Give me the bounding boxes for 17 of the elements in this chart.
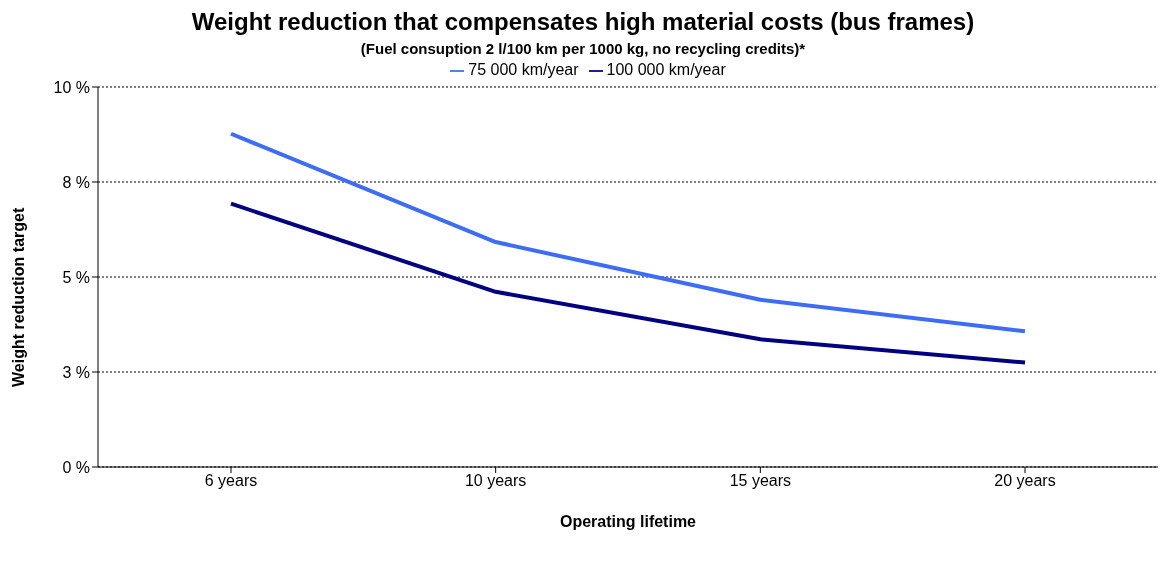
x-axis-title: Operating lifetime: [559, 513, 697, 530]
x-tick-label: 20 years: [994, 472, 1056, 490]
x-tick-label: 10 years: [464, 472, 527, 490]
chart-title: Weight reduction that compensates high material costs (bus frames): [190, 8, 976, 36]
chart-subtitle: (Fuel consuption 2 l/100 km per 1000 kg, no recycling credits)*: [359, 40, 807, 57]
legend-label: 100 000 km/year: [606, 61, 726, 78]
y-tick-label: 5 %: [62, 268, 90, 286]
line-series: [229, 131, 1027, 334]
y-tick-label: 8 %: [62, 173, 90, 191]
y-axis-title: Weight reduction target: [9, 207, 27, 387]
y-tick-label: 0 %: [62, 458, 90, 476]
y-tick-label: 3 %: [62, 363, 90, 381]
y-tick-label: 10 %: [53, 78, 90, 96]
legend-label: 75 000 km/year: [468, 61, 579, 78]
x-tick-label: 6 years: [204, 472, 258, 490]
line-series: [229, 201, 1027, 365]
x-tick-label: 15 years: [729, 472, 792, 490]
